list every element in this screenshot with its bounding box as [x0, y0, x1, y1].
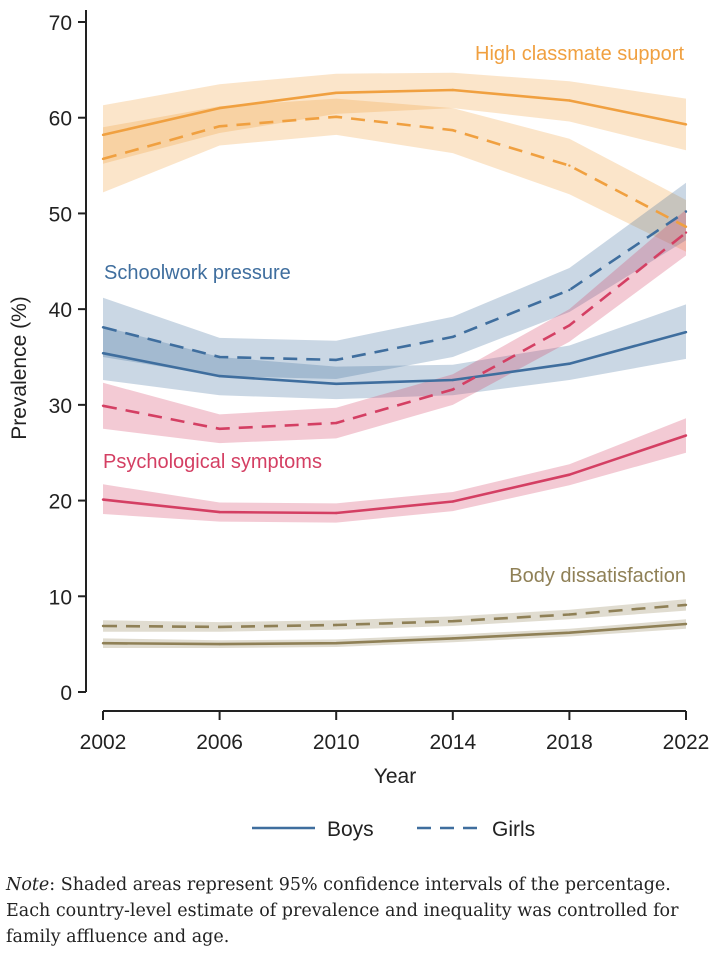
point-schoolwork-pressure-girls-2002 — [101, 326, 105, 329]
point-schoolwork-pressure-boys-2002 — [101, 352, 105, 355]
x-tick-label-2006: 2006 — [196, 731, 243, 754]
point-high-classmate-support-girls-2002 — [101, 157, 105, 161]
point-high-classmate-support-boys-2010 — [335, 91, 338, 95]
note-text: : Shaded areas represent 95% confidence … — [6, 875, 679, 947]
point-psychological-symptoms-boys-2018 — [568, 473, 571, 476]
point-schoolwork-pressure-girls-2010 — [335, 358, 338, 362]
point-high-classmate-support-boys-2022 — [684, 123, 688, 126]
point-body-dissatisfaction-girls-2018 — [568, 613, 571, 616]
point-body-dissatisfaction-boys-2014 — [451, 637, 454, 640]
point-body-dissatisfaction-boys-2002 — [101, 642, 105, 645]
point-schoolwork-pressure-girls-2022 — [684, 210, 688, 213]
y-tick-label-0: 0 — [60, 682, 72, 705]
point-psychological-symptoms-boys-2014 — [451, 500, 454, 503]
point-body-dissatisfaction-girls-2014 — [451, 620, 454, 623]
line-psychological-symptoms-boys — [102, 434, 687, 515]
y-tick-label-10: 10 — [49, 586, 72, 609]
point-body-dissatisfaction-girls-2010 — [335, 623, 338, 627]
ci-band-high-classmate-support-girls — [103, 98, 686, 252]
point-schoolwork-pressure-boys-2010 — [335, 382, 338, 385]
line-body-dissatisfaction-boys — [102, 622, 687, 646]
line-high-classmate-support-boys — [102, 88, 687, 137]
x-axis-title: Year — [374, 765, 416, 788]
point-psychological-symptoms-girls-2002 — [101, 404, 105, 407]
line-schoolwork-pressure-girls — [102, 210, 687, 362]
point-psychological-symptoms-boys-2022 — [684, 434, 688, 437]
ci-band-psychological-symptoms-boys — [103, 418, 686, 523]
point-psychological-symptoms-girls-2022 — [684, 231, 688, 234]
point-schoolwork-pressure-girls-2006 — [218, 355, 221, 359]
point-schoolwork-pressure-boys-2018 — [568, 362, 571, 365]
note-label: Note — [6, 875, 50, 895]
group-label-schoolwork-pressure: Schoolwork pressure — [104, 262, 291, 284]
group-labels: High classmate support Schoolwork pressur… — [103, 43, 686, 587]
y-tick-label-40: 40 — [49, 299, 72, 322]
legend-label-boys: Boys — [327, 818, 374, 841]
point-high-classmate-support-boys-2014 — [451, 88, 454, 92]
ci-band-psychological-symptoms-girls — [103, 209, 686, 444]
point-schoolwork-pressure-boys-2022 — [684, 330, 688, 334]
point-schoolwork-pressure-boys-2006 — [218, 374, 221, 378]
point-psychological-symptoms-boys-2006 — [218, 510, 221, 514]
line-body-dissatisfaction-girls — [102, 603, 687, 629]
x-tick-label-2014: 2014 — [429, 731, 476, 754]
point-psychological-symptoms-girls-2014 — [451, 388, 454, 391]
line-schoolwork-pressure-boys — [102, 330, 687, 386]
x-tick-label-2010: 2010 — [313, 731, 360, 754]
point-psychological-symptoms-girls-2006 — [218, 427, 221, 430]
point-high-classmate-support-girls-2006 — [218, 125, 221, 128]
point-high-classmate-support-girls-2010 — [335, 115, 338, 119]
axes: 0 10 20 30 40 50 60 70 2002 2006 2010 2014 2018 2022 Y… — [8, 10, 709, 788]
point-psychological-symptoms-boys-2010 — [335, 511, 338, 515]
point-high-classmate-support-boys-2002 — [101, 133, 105, 137]
point-body-dissatisfaction-boys-2022 — [684, 622, 688, 626]
point-schoolwork-pressure-boys-2014 — [451, 378, 454, 382]
figure-note: Note: Shaded areas represent 95% confide… — [6, 872, 706, 950]
line-high-classmate-support-girls — [102, 115, 687, 228]
point-psychological-symptoms-girls-2010 — [335, 421, 338, 425]
point-body-dissatisfaction-girls-2006 — [218, 625, 221, 629]
ci-band-body-dissatisfaction-girls — [103, 599, 686, 632]
ci-band-schoolwork-pressure-girls — [103, 182, 686, 379]
legend-label-girls: Girls — [492, 818, 535, 841]
legend: Boys Girls — [252, 818, 535, 841]
series-lines — [101, 88, 688, 646]
point-high-classmate-support-girls-2022 — [684, 225, 688, 228]
y-tick-label-70: 70 — [49, 12, 72, 35]
point-psychological-symptoms-boys-2002 — [101, 498, 105, 501]
x-tick-label-2018: 2018 — [546, 731, 593, 754]
ci-band-schoolwork-pressure-boys — [103, 304, 686, 400]
y-tick-label-50: 50 — [49, 203, 72, 226]
y-axis-title: Prevalence (%) — [8, 296, 31, 440]
point-body-dissatisfaction-boys-2006 — [218, 642, 221, 646]
point-body-dissatisfaction-boys-2018 — [568, 631, 571, 634]
y-tick-label-20: 20 — [49, 491, 72, 514]
point-high-classmate-support-boys-2018 — [568, 99, 571, 102]
point-high-classmate-support-girls-2018 — [568, 164, 571, 167]
point-schoolwork-pressure-girls-2014 — [451, 335, 454, 339]
y-tick-label-30: 30 — [49, 395, 72, 418]
point-psychological-symptoms-girls-2018 — [568, 324, 571, 327]
line-psychological-symptoms-girls — [102, 231, 687, 431]
ci-band-body-dissatisfaction-boys — [103, 619, 686, 648]
y-tick-label-60: 60 — [49, 108, 72, 131]
x-tick-label-2002: 2002 — [80, 731, 127, 754]
ci-band-high-classmate-support-boys — [103, 72, 686, 164]
confidence-bands — [103, 72, 686, 648]
group-label-body-dissatisfaction: Body dissatisfaction — [509, 565, 686, 587]
point-body-dissatisfaction-girls-2022 — [684, 603, 688, 607]
group-label-psychological-symptoms: Psychological symptoms — [103, 451, 322, 473]
chart: 0 10 20 30 40 50 60 70 2002 2006 2010 2014 2018 2022 Y… — [8, 10, 709, 841]
point-high-classmate-support-boys-2006 — [218, 106, 221, 110]
point-high-classmate-support-girls-2014 — [451, 129, 454, 132]
x-tick-label-2022: 2022 — [663, 731, 710, 754]
point-body-dissatisfaction-boys-2010 — [335, 642, 338, 645]
point-body-dissatisfaction-girls-2002 — [101, 624, 105, 628]
point-schoolwork-pressure-girls-2018 — [568, 288, 571, 292]
group-label-high-classmate-support: High classmate support — [475, 43, 684, 65]
